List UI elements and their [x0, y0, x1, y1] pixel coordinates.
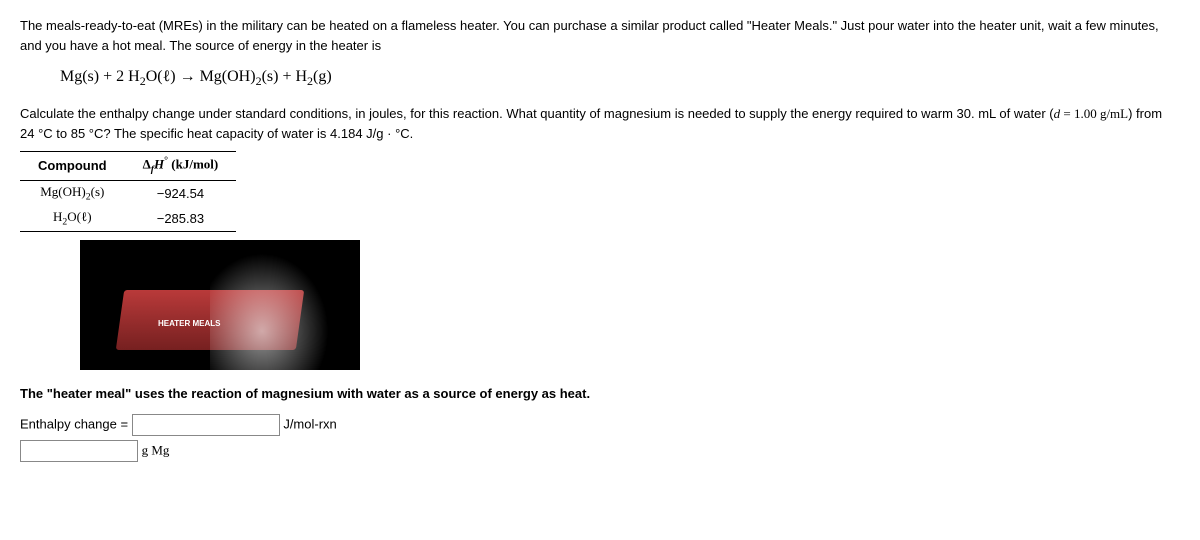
- mass-answer-row: g Mg: [20, 440, 1180, 462]
- eq-arrow: →: [176, 68, 200, 85]
- eq-plus2: + H: [278, 68, 307, 85]
- col-deltaH: ΔfH° (kJ/mol): [125, 152, 237, 181]
- enthalpy-label: Enthalpy change =: [20, 416, 128, 431]
- mass-unit: g Mg: [142, 442, 170, 457]
- delta-symbol: Δ: [143, 157, 151, 172]
- eq-h2o-rest: O(ℓ): [146, 68, 176, 85]
- density-eq: = 1.00 g/mL: [1060, 106, 1128, 121]
- row2-value: −285.83: [125, 206, 237, 232]
- paragraph-2a: Calculate the enthalpy change under stan…: [20, 106, 1054, 121]
- table-row: Mg(OH)2(s) −924.54: [20, 180, 236, 206]
- row1-value: −924.54: [125, 180, 237, 206]
- enthalpy-table: Compound ΔfH° (kJ/mol) Mg(OH)2(s) −924.5…: [20, 151, 236, 232]
- row2-compound-a: H: [53, 209, 62, 224]
- eq-rhs-mgoh-rest: (s): [262, 68, 279, 85]
- steam-shape: [210, 240, 340, 370]
- paragraph-2: Calculate the enthalpy change under stan…: [20, 104, 1180, 143]
- table-row: H2O(ℓ) −285.83: [20, 206, 236, 232]
- enthalpy-input[interactable]: [132, 414, 280, 436]
- delta-unit: (kJ/mol): [168, 157, 218, 172]
- row1-compound-rest: (s): [91, 184, 105, 199]
- eq-h2-rest: (g): [313, 68, 332, 85]
- eq-lhs-mg: Mg(s): [60, 68, 99, 85]
- delta-H: H: [154, 157, 164, 172]
- eq-plus1: + 2 H: [99, 68, 140, 85]
- image-caption: The "heater meal" uses the reaction of m…: [20, 384, 1180, 404]
- row2-compound-rest: O(ℓ): [67, 209, 91, 224]
- heater-meal-image: HEATER MEALS: [80, 240, 360, 370]
- paragraph-1: The meals-ready-to-eat (MREs) in the mil…: [20, 16, 1180, 55]
- reaction-equation: Mg(s) + 2 H2O(ℓ) → Mg(OH)2(s) + H2(g): [60, 65, 1180, 90]
- enthalpy-answer-row: Enthalpy change = J/mol-rxn: [20, 414, 1180, 436]
- eq-rhs-mgoh: Mg(OH): [200, 68, 256, 85]
- mass-input[interactable]: [20, 440, 138, 462]
- row1-compound-a: Mg(OH): [40, 184, 86, 199]
- col-compound: Compound: [20, 152, 125, 181]
- enthalpy-unit: J/mol-rxn: [283, 416, 336, 431]
